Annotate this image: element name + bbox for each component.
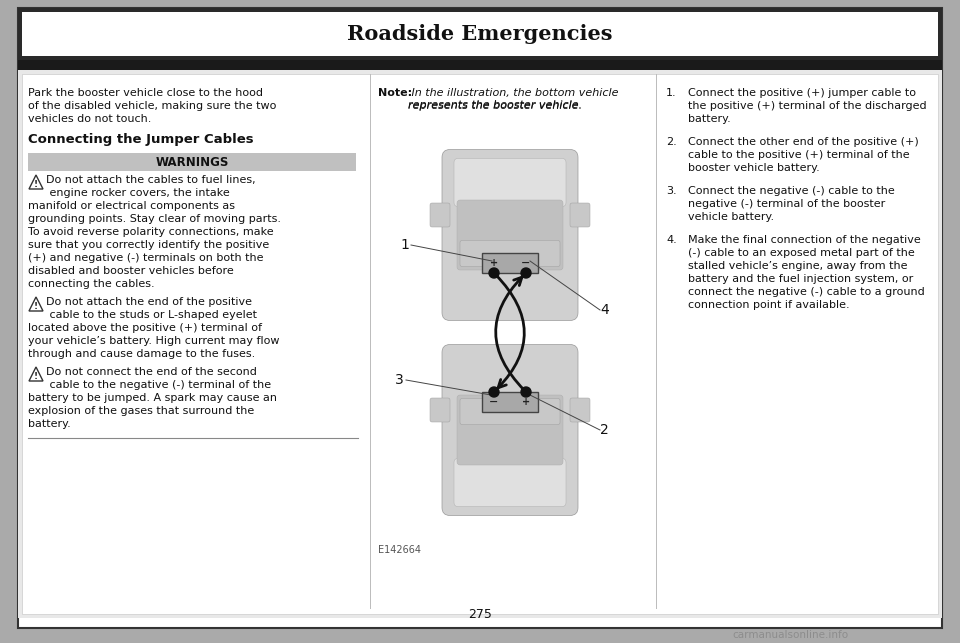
Bar	[18, 8, 942, 60]
FancyBboxPatch shape	[570, 203, 590, 227]
Circle shape	[521, 268, 531, 278]
Text: Roadside Emergencies: Roadside Emergencies	[348, 24, 612, 44]
Text: cable to the studs or L-shaped eyelet: cable to the studs or L-shaped eyelet	[46, 310, 257, 320]
Text: located above the positive (+) terminal of: located above the positive (+) terminal …	[28, 323, 262, 333]
Text: the positive (+) terminal of the discharged: the positive (+) terminal of the dischar…	[688, 101, 926, 111]
Text: of the disabled vehicle, making sure the two: of the disabled vehicle, making sure the…	[28, 101, 276, 111]
Text: Do not attach the cables to fuel lines,: Do not attach the cables to fuel lines,	[46, 175, 255, 185]
Text: (-) cable to an exposed metal part of the: (-) cable to an exposed metal part of th…	[688, 248, 915, 258]
Text: !: !	[34, 180, 38, 189]
Text: WARNINGS: WARNINGS	[156, 156, 228, 168]
Circle shape	[489, 387, 499, 397]
FancyBboxPatch shape	[460, 399, 560, 424]
Text: 1: 1	[400, 238, 409, 252]
Text: through and cause damage to the fuses.: through and cause damage to the fuses.	[28, 349, 255, 359]
Bar	[482, 253, 538, 273]
FancyBboxPatch shape	[442, 345, 578, 516]
Text: connection point if available.: connection point if available.	[688, 300, 850, 310]
Polygon shape	[29, 175, 43, 189]
Text: +: +	[522, 397, 530, 407]
Text: 4: 4	[600, 303, 609, 317]
Text: cable to the positive (+) terminal of the: cable to the positive (+) terminal of th…	[688, 150, 910, 160]
Text: 275: 275	[468, 608, 492, 622]
Text: In the illustration, the bottom vehicle
represents the booster vehicle.: In the illustration, the bottom vehicle …	[408, 88, 618, 109]
Text: engine rocker covers, the intake: engine rocker covers, the intake	[46, 188, 229, 198]
Bar	[22, 12, 938, 56]
Text: Note:: Note:	[378, 88, 412, 98]
Text: battery and the fuel injection system, or: battery and the fuel injection system, o…	[688, 274, 913, 284]
Text: +: +	[490, 258, 498, 268]
Bar	[18, 70, 942, 618]
Text: connect the negative (-) cable to a ground: connect the negative (-) cable to a grou…	[688, 287, 924, 297]
Bar	[18, 60, 942, 70]
Text: 4.: 4.	[666, 235, 677, 245]
Text: Park the booster vehicle close to the hood: Park the booster vehicle close to the ho…	[28, 88, 263, 98]
Text: 1.: 1.	[666, 88, 677, 98]
FancyBboxPatch shape	[570, 398, 590, 422]
Text: your vehicle’s battery. High current may flow: your vehicle’s battery. High current may…	[28, 336, 279, 346]
Text: sure that you correctly identify the positive: sure that you correctly identify the pos…	[28, 240, 269, 250]
Text: cable to the negative (-) terminal of the: cable to the negative (-) terminal of th…	[46, 380, 271, 390]
Text: 3: 3	[395, 373, 404, 387]
Text: Make the final connection of the negative: Make the final connection of the negativ…	[688, 235, 921, 245]
FancyBboxPatch shape	[457, 395, 563, 465]
Text: Connect the negative (-) cable to the: Connect the negative (-) cable to the	[688, 186, 895, 196]
FancyArrowPatch shape	[495, 277, 524, 390]
Bar	[22, 74, 938, 614]
Text: −: −	[521, 258, 531, 268]
Bar	[482, 392, 538, 412]
Text: vehicles do not touch.: vehicles do not touch.	[28, 114, 152, 124]
Text: disabled and booster vehicles before: disabled and booster vehicles before	[28, 266, 233, 276]
Bar	[28, 153, 356, 171]
Text: represents the booster vehicle.: represents the booster vehicle.	[408, 101, 582, 111]
Circle shape	[489, 268, 499, 278]
Text: !: !	[34, 372, 38, 381]
Polygon shape	[29, 367, 43, 381]
Text: grounding points. Stay clear of moving parts.: grounding points. Stay clear of moving p…	[28, 214, 281, 224]
Text: To avoid reverse polarity connections, make: To avoid reverse polarity connections, m…	[28, 227, 274, 237]
Text: 2: 2	[600, 423, 609, 437]
Text: E142664: E142664	[378, 545, 421, 555]
Text: (+) and negative (-) terminals on both the: (+) and negative (-) terminals on both t…	[28, 253, 263, 263]
Text: connecting the cables.: connecting the cables.	[28, 279, 155, 289]
Text: Do not connect the end of the second: Do not connect the end of the second	[46, 367, 257, 377]
Polygon shape	[29, 297, 43, 311]
Circle shape	[521, 387, 531, 397]
Text: !: !	[34, 302, 38, 311]
Text: Connecting the Jumper Cables: Connecting the Jumper Cables	[28, 133, 253, 146]
FancyArrowPatch shape	[496, 275, 524, 388]
Text: Connect the positive (+) jumper cable to: Connect the positive (+) jumper cable to	[688, 88, 916, 98]
Text: explosion of the gases that surround the: explosion of the gases that surround the	[28, 406, 254, 416]
FancyBboxPatch shape	[442, 150, 578, 320]
FancyBboxPatch shape	[460, 240, 560, 266]
FancyBboxPatch shape	[430, 398, 450, 422]
FancyBboxPatch shape	[457, 200, 563, 270]
Text: Do not attach the end of the positive: Do not attach the end of the positive	[46, 297, 252, 307]
FancyBboxPatch shape	[454, 458, 566, 507]
Text: battery.: battery.	[28, 419, 71, 429]
Text: booster vehicle battery.: booster vehicle battery.	[688, 163, 820, 173]
Text: Connect the other end of the positive (+): Connect the other end of the positive (+…	[688, 137, 919, 147]
FancyBboxPatch shape	[454, 159, 566, 206]
FancyBboxPatch shape	[430, 203, 450, 227]
Text: −: −	[490, 397, 498, 407]
Text: stalled vehicle’s engine, away from the: stalled vehicle’s engine, away from the	[688, 261, 907, 271]
Text: battery.: battery.	[688, 114, 731, 124]
Text: 2.: 2.	[666, 137, 677, 147]
Text: battery to be jumped. A spark may cause an: battery to be jumped. A spark may cause …	[28, 393, 277, 403]
Text: carmanualsonline.info: carmanualsonline.info	[732, 630, 848, 640]
Text: 3.: 3.	[666, 186, 677, 196]
Text: vehicle battery.: vehicle battery.	[688, 212, 774, 222]
Text: negative (-) terminal of the booster: negative (-) terminal of the booster	[688, 199, 885, 209]
FancyBboxPatch shape	[460, 203, 560, 230]
FancyBboxPatch shape	[460, 435, 560, 462]
Text: manifold or electrical components as: manifold or electrical components as	[28, 201, 235, 211]
